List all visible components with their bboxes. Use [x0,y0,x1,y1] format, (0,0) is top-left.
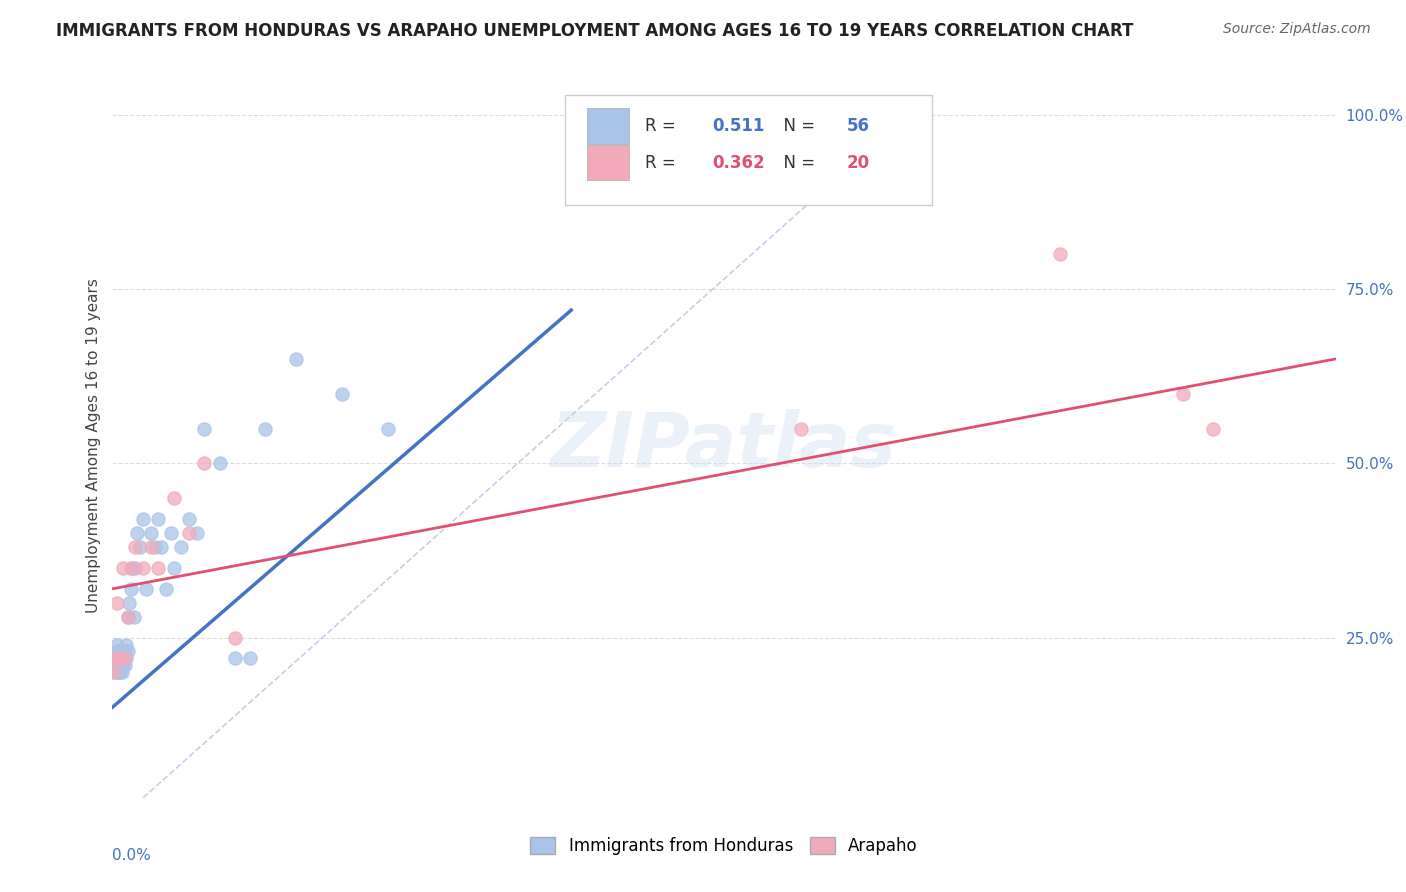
Point [105,665,128,680]
Point [150,540,173,554]
FancyBboxPatch shape [588,108,628,144]
Text: 0.511: 0.511 [711,118,765,136]
Point [208,457,231,471]
Legend: Immigrants from Honduras, Arapaho: Immigrants from Honduras, Arapaho [524,830,924,862]
Point [186,526,208,541]
Point [284,351,308,366]
Point [103,665,125,680]
Point [112,561,135,575]
Point [107,651,129,665]
Point [107,644,129,658]
Point [193,421,215,435]
Point [108,665,131,680]
Point [103,658,125,673]
Point [377,421,399,435]
Point [132,561,155,575]
Point [163,561,186,575]
Text: R =: R = [644,154,681,172]
Text: 20: 20 [846,154,869,172]
Point [111,665,134,680]
Point [193,457,215,471]
Point [239,651,262,665]
Point [224,651,246,665]
Text: N =: N = [773,118,820,136]
Point [148,512,170,526]
Point [112,658,135,673]
Point [115,651,138,665]
Point [224,631,246,645]
Point [254,421,277,435]
Point [135,582,157,596]
Point [118,596,141,610]
Point [114,644,136,658]
Point [789,421,811,435]
Point [105,596,128,610]
Text: 56: 56 [846,118,869,136]
Point [111,658,134,673]
Point [177,512,200,526]
Point [120,561,142,575]
Point [105,638,128,652]
Point [107,658,129,673]
Point [122,609,145,624]
Point [108,644,131,658]
Point [139,540,162,554]
Text: Source: ZipAtlas.com: Source: ZipAtlas.com [1223,22,1371,37]
Point [103,665,125,680]
Text: IMMIGRANTS FROM HONDURAS VS ARAPAHO UNEMPLOYMENT AMONG AGES 16 TO 19 YEARS CORRE: IMMIGRANTS FROM HONDURAS VS ARAPAHO UNEM… [56,22,1133,40]
Point [108,651,131,665]
Point [114,651,136,665]
Point [132,512,155,526]
Point [124,540,146,554]
Point [330,386,353,401]
Point [104,658,127,673]
Point [177,526,200,541]
Y-axis label: Unemployment Among Ages 16 to 19 years: Unemployment Among Ages 16 to 19 years [86,278,101,614]
Point [105,658,128,673]
Point [103,651,125,665]
Point [117,644,139,658]
Text: ZIPatlas: ZIPatlas [551,409,897,483]
Point [170,540,193,554]
Text: N =: N = [773,154,820,172]
Point [1202,421,1225,435]
Point [124,561,146,575]
Point [148,561,170,575]
FancyBboxPatch shape [588,145,628,180]
Point [163,491,186,506]
Point [107,665,129,680]
Point [120,582,142,596]
Point [129,540,152,554]
Point [112,651,135,665]
Point [108,658,131,673]
Point [105,651,128,665]
Text: 0.362: 0.362 [711,154,765,172]
Point [111,651,134,665]
Point [117,609,139,624]
Point [117,609,139,624]
Point [115,638,138,652]
Point [104,651,127,665]
Point [155,582,177,596]
Point [143,540,166,554]
Point [1171,386,1194,401]
Text: R =: R = [644,118,681,136]
Point [108,651,131,665]
Point [159,526,181,541]
Text: 0.0%: 0.0% [112,848,152,863]
Point [114,658,136,673]
Point [121,561,143,575]
Point [104,644,127,658]
FancyBboxPatch shape [565,95,932,204]
Point [139,526,162,541]
Point [125,526,148,541]
Point [104,651,127,665]
Point [1049,247,1071,261]
